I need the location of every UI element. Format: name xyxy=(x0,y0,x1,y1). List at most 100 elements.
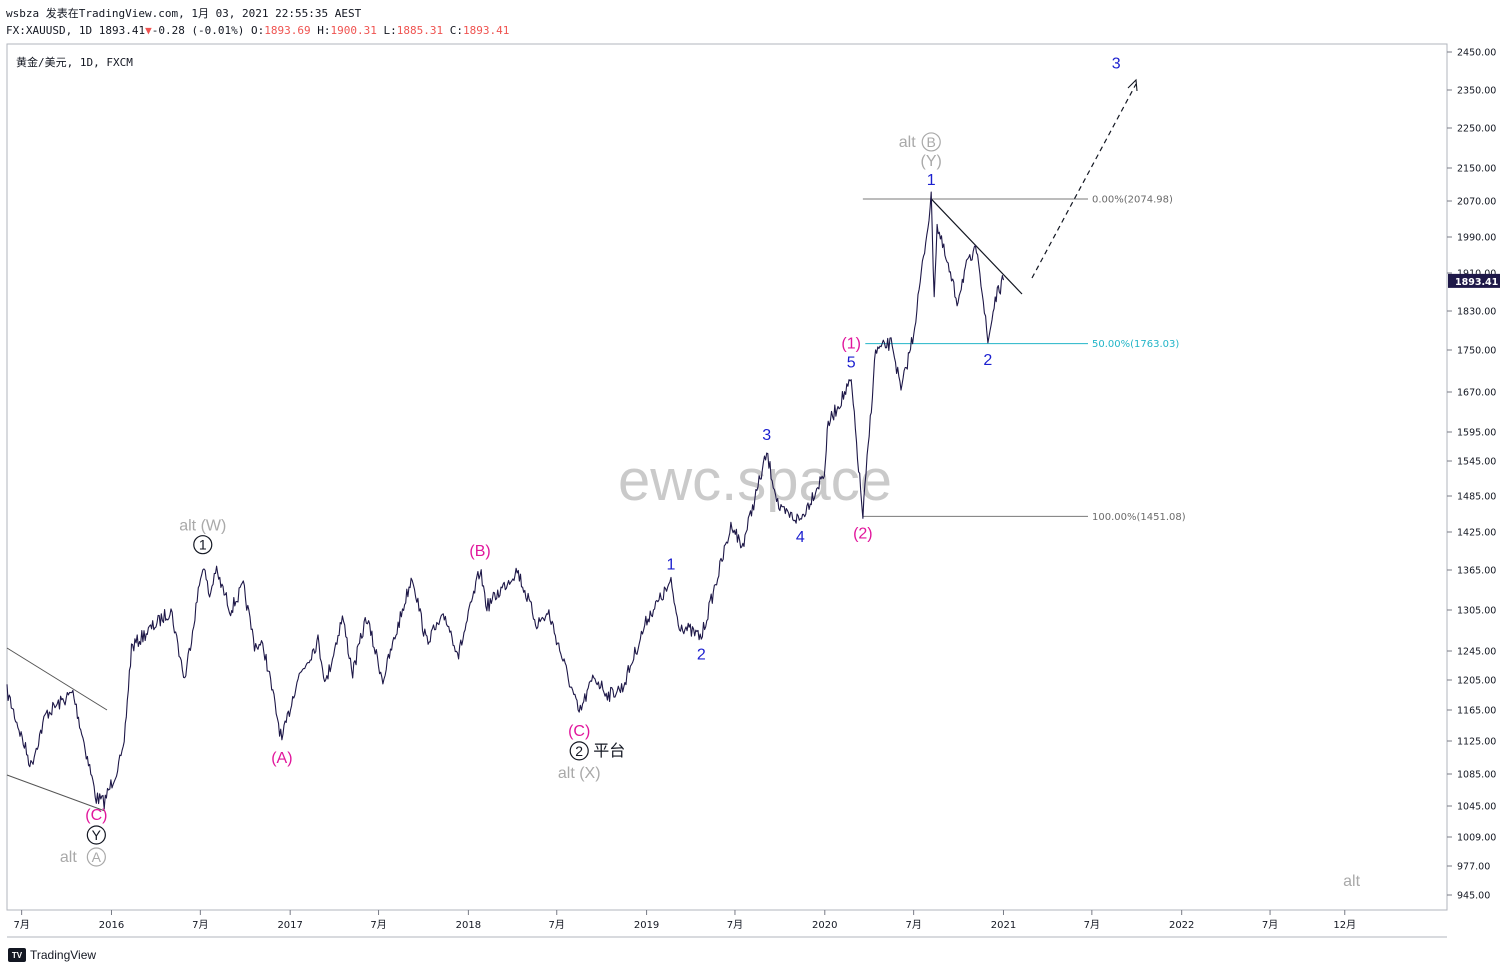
high-value: 1900.31 xyxy=(330,24,377,37)
y-tick-label: 1485.00 xyxy=(1457,492,1496,503)
x-tick-label: 7月 xyxy=(905,919,921,931)
triangle-upper-line xyxy=(930,198,1023,295)
x-tick-label: 2017 xyxy=(277,920,302,931)
projection-dashed-line xyxy=(1031,83,1137,279)
x-tick-label: 7月 xyxy=(13,919,29,931)
tv-logo-icon: TV xyxy=(8,948,26,962)
tradingview-logo[interactable]: TV TradingView xyxy=(8,948,96,962)
x-tick-label: 7月 xyxy=(727,919,743,931)
publish-info: wsbza 发表在TradingView.com, 1月 03, 2021 22… xyxy=(6,5,361,21)
y-tick-label: 1750.00 xyxy=(1457,346,1496,357)
y-tick-label: 1990.00 xyxy=(1457,233,1496,244)
wave-label: 2 xyxy=(697,646,706,663)
wave-label: Y xyxy=(92,827,102,843)
channel-upper-line xyxy=(6,647,108,711)
fib-level-label: 50.00%(1763.03) xyxy=(1092,339,1179,350)
y-tick-label: 1245.00 xyxy=(1457,647,1496,658)
wave-label: (C) xyxy=(568,723,590,740)
wave-label: 1 xyxy=(199,537,207,553)
wave-label-circle xyxy=(569,741,589,761)
wave-label: (C) xyxy=(85,807,107,824)
y-tick-label: 1830.00 xyxy=(1457,307,1496,318)
close-value: 1893.41 xyxy=(463,24,510,37)
ohlc-line: FX:XAUUSD, 1D 1893.41▼-0.28 (-0.01%) O:1… xyxy=(6,24,509,37)
wave-label: (Y) xyxy=(921,153,942,170)
branding-text: TradingView xyxy=(30,948,97,962)
wave-label: (2) xyxy=(853,525,873,542)
y-tick-label: 1305.00 xyxy=(1457,606,1496,617)
open-value: 1893.69 xyxy=(264,24,311,37)
channel-lower-line xyxy=(6,774,106,812)
wave-label: 平台 xyxy=(593,742,625,760)
y-tick-label: 977.00 xyxy=(1457,862,1490,873)
x-tick-label: 7月 xyxy=(370,919,386,931)
x-tick-label: 7月 xyxy=(549,919,565,931)
wave-label: 1 xyxy=(667,556,676,573)
wave-label: 5 xyxy=(847,355,856,372)
wave-label: A xyxy=(92,849,102,865)
watermark: ewc.space xyxy=(618,448,892,513)
wave-label: 4 xyxy=(796,529,805,546)
y-tick-label: 2450.00 xyxy=(1457,48,1496,59)
projection-arrow-head xyxy=(1127,78,1138,92)
wave-label: alt xyxy=(1343,873,1360,890)
y-tick-label: 1545.00 xyxy=(1457,457,1496,468)
wave-label: B xyxy=(927,134,936,150)
wave-label: 1 xyxy=(927,172,936,189)
x-tick-label: 2022 xyxy=(1169,920,1194,931)
down-arrow-icon: ▼ xyxy=(145,24,152,37)
y-tick-label: 1205.00 xyxy=(1457,676,1496,687)
x-tick-label: 2016 xyxy=(99,920,124,931)
x-tick-label: 7月 xyxy=(1262,919,1278,931)
wave-label: alt (X) xyxy=(558,765,601,782)
wave-label: 2 xyxy=(983,352,992,369)
symbol-price: FX:XAUUSD, 1D 1893.41 xyxy=(6,24,146,37)
wave-label-circle xyxy=(193,535,213,555)
wave-label-circle xyxy=(86,847,106,867)
y-tick-label: 2150.00 xyxy=(1457,164,1496,175)
wave-label: alt (W) xyxy=(179,518,226,535)
wave-label: (1) xyxy=(841,336,861,353)
y-tick-label: 1009.00 xyxy=(1457,833,1496,844)
y-tick-label: 2250.00 xyxy=(1457,124,1496,135)
y-tick-label: 1045.00 xyxy=(1457,802,1496,813)
y-tick-label: 1125.00 xyxy=(1457,737,1496,748)
symbol-label: 黄金/美元, 1D, FXCM xyxy=(16,56,133,69)
chart-frame xyxy=(6,43,1448,911)
price-series-line[interactable] xyxy=(6,191,1005,810)
wave-label: 2 xyxy=(575,743,583,759)
wave-label: 3 xyxy=(762,427,771,444)
x-tick-label: 2021 xyxy=(991,920,1016,931)
wave-label: (A) xyxy=(271,750,292,767)
y-tick-label: 1165.00 xyxy=(1457,706,1496,717)
wave-label: (B) xyxy=(469,543,490,560)
wave-label: alt xyxy=(60,849,77,866)
y-tick-label: 1085.00 xyxy=(1457,770,1496,781)
open-label: O: xyxy=(251,24,265,37)
last-price-text: 1893.41 xyxy=(1455,277,1498,288)
x-tick-label: 7月 xyxy=(1084,919,1100,931)
y-tick-label: 1365.00 xyxy=(1457,566,1496,577)
x-tick-label: 12月 xyxy=(1333,919,1356,931)
fib-level-label: 100.00%(1451.08) xyxy=(1092,512,1186,523)
y-tick-label: 1670.00 xyxy=(1457,388,1496,399)
wave-label: 3 xyxy=(1112,55,1121,72)
x-tick-label: 2019 xyxy=(634,920,659,931)
close-label: C: xyxy=(449,24,463,37)
y-tick-label: 2070.00 xyxy=(1457,197,1496,208)
y-tick-label: 1595.00 xyxy=(1457,428,1496,439)
y-tick-label: 945.00 xyxy=(1457,891,1490,902)
price-change: -0.28 (-0.01%) xyxy=(151,24,245,37)
publish-info-text: wsbza 发表在TradingView.com, 1月 03, 2021 22… xyxy=(6,7,362,20)
x-tick-label: 7月 xyxy=(192,919,208,931)
x-tick-label: 2018 xyxy=(456,920,481,931)
low-value: 1885.31 xyxy=(396,24,444,37)
wave-label-circle xyxy=(86,825,106,845)
y-tick-label: 2350.00 xyxy=(1457,86,1496,97)
wave-label: alt xyxy=(899,134,916,151)
low-label: L: xyxy=(383,24,397,37)
fib-level-label: 0.00%(2074.98) xyxy=(1092,194,1173,205)
wave-label-circle xyxy=(921,132,941,152)
y-tick-label: 1425.00 xyxy=(1457,528,1496,539)
